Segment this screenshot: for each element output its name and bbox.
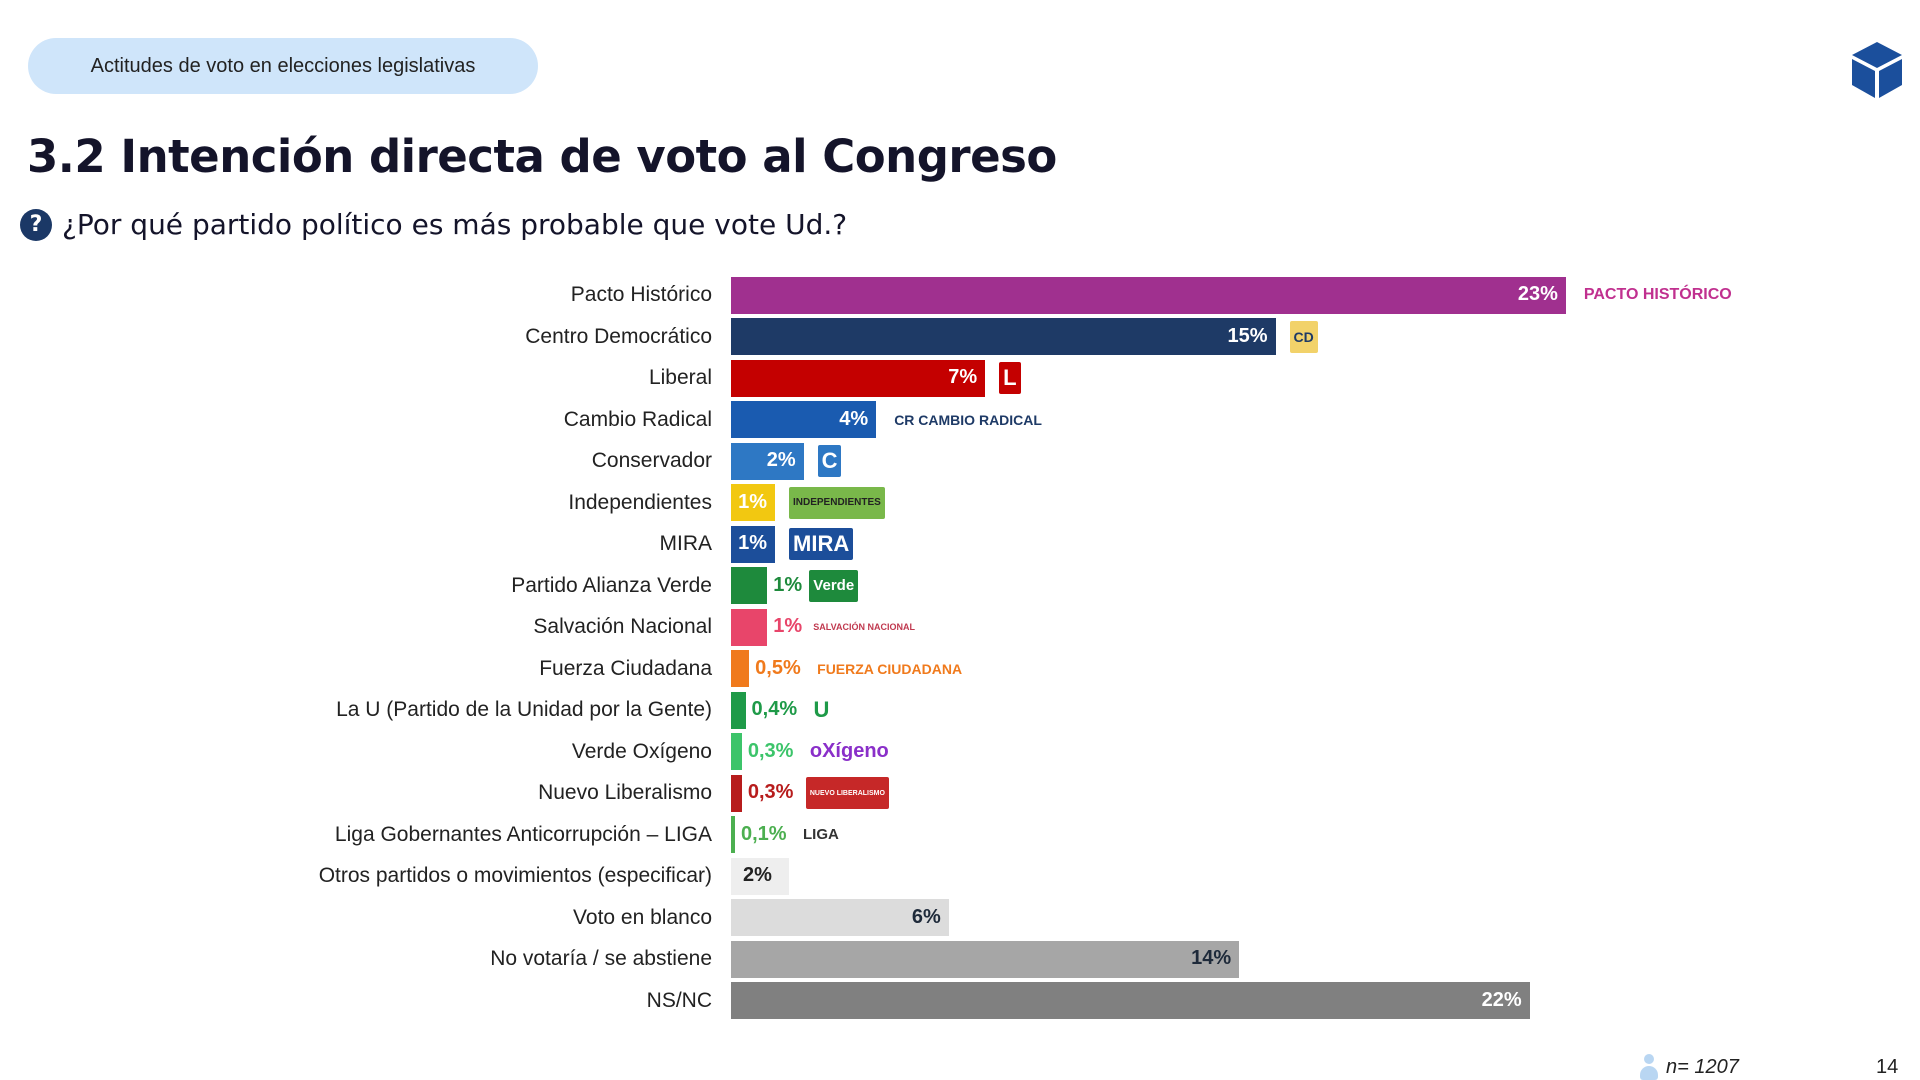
party-logo: Verde — [809, 569, 859, 602]
party-logo: L — [999, 362, 1021, 394]
data-label: 0,3% — [747, 781, 794, 803]
bar — [731, 401, 877, 438]
party-logo: NUEVO LIBERALISMO — [805, 777, 889, 809]
bar — [731, 276, 1566, 314]
bar — [731, 982, 1530, 1019]
party-logo: LIGA — [799, 818, 843, 851]
bar — [731, 940, 1240, 978]
bar — [731, 525, 775, 563]
category-label: Centro Democrático — [525, 324, 712, 348]
category-label: MIRA — [659, 532, 713, 555]
party-logo: C — [817, 445, 842, 477]
category-label: Liga Gobernantes Anticorrupción – LIGA — [334, 822, 712, 846]
bar — [731, 691, 746, 729]
bar — [731, 318, 1276, 355]
bar — [731, 857, 789, 895]
data-label: 4% — [839, 407, 869, 430]
category-label: Conservador — [591, 449, 712, 472]
category-label: Pacto Histórico — [570, 283, 712, 306]
bar — [731, 816, 735, 853]
category-label: Cambio Radical — [563, 407, 712, 431]
party-logo: U — [809, 694, 834, 726]
data-label: 1% — [773, 573, 803, 596]
party-logo: oXígeno — [805, 735, 893, 768]
bar — [731, 359, 986, 397]
data-label: 7% — [948, 366, 978, 388]
party-logo: CD — [1289, 320, 1318, 353]
section-pill: Actitudes de voto en elecciones legislat… — [28, 38, 538, 94]
sample-size: n= 1207 — [1640, 1054, 1739, 1080]
data-label: 6% — [911, 905, 941, 928]
data-label: 22% — [1481, 988, 1522, 1011]
category-label: La U (Partido de la Unidad por la Gente) — [336, 698, 712, 721]
bar — [731, 484, 775, 521]
party-logo: PACTO HISTÓRICO — [1579, 279, 1736, 311]
bar — [731, 774, 742, 812]
category-label: Independientes — [568, 490, 712, 514]
survey-question: ? ¿Por qué partido político es más proba… — [20, 208, 847, 241]
category-label: Voto en blanco — [573, 905, 712, 929]
data-label: 0,1% — [741, 822, 787, 845]
bar — [731, 650, 750, 687]
data-label: 0,3% — [747, 739, 794, 762]
party-logo: CR CAMBIO RADICAL — [890, 403, 1046, 436]
cube-logo-icon — [1852, 42, 1902, 98]
bar — [731, 608, 768, 646]
party-logo: MIRA — [789, 528, 854, 560]
category-label: Otros partidos o movimientos (especifica… — [318, 864, 712, 887]
category-label: No votaría / se abstiene — [490, 947, 712, 970]
category-label: Partido Alianza Verde — [511, 573, 712, 597]
category-label: Verde Oxígeno — [571, 739, 712, 763]
page-title: 3.2 Intención directa de voto al Congres… — [27, 130, 1057, 183]
sample-size-text: n= 1207 — [1666, 1055, 1739, 1078]
category-label: Salvación Nacional — [533, 615, 712, 638]
bar — [731, 442, 804, 480]
category-label: Nuevo Liberalismo — [538, 781, 712, 804]
data-label: 1% — [773, 615, 803, 637]
bar — [731, 567, 768, 604]
category-label: NS/NC — [646, 988, 712, 1012]
page-number: 14 — [1876, 1056, 1899, 1078]
question-circle-icon: ? — [20, 208, 52, 241]
section-pill-label: Actitudes de voto en elecciones legislat… — [90, 54, 476, 77]
data-label: 23% — [1517, 283, 1558, 305]
question-text: ¿Por qué partido político es más probabl… — [62, 208, 848, 241]
party-logo: INDEPENDIENTES — [789, 486, 885, 519]
bar — [731, 899, 949, 936]
data-label: 1% — [738, 532, 767, 554]
person-icon — [1640, 1054, 1658, 1080]
category-label: Fuerza Ciudadana — [539, 656, 712, 680]
party-logo: SALVACIÓN NACIONAL — [809, 611, 919, 643]
data-label: 15% — [1227, 324, 1268, 347]
data-label: 0,4% — [751, 698, 798, 720]
data-label: 2% — [743, 864, 772, 886]
data-label: 0,5% — [755, 656, 801, 679]
bar — [731, 733, 742, 770]
data-label: 14% — [1191, 947, 1232, 969]
data-label: 2% — [766, 449, 796, 471]
category-label: Liberal — [648, 366, 712, 389]
data-label: 1% — [738, 490, 767, 513]
party-logo: FUERZA CIUDADANA — [813, 652, 967, 685]
